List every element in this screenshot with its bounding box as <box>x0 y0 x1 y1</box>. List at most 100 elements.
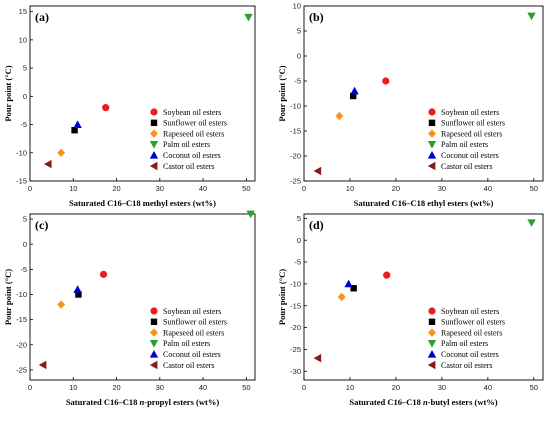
legend-label: Castor oil esters <box>441 162 493 171</box>
x-tick-label: 20 <box>112 184 120 193</box>
x-tick-label: 30 <box>438 383 446 392</box>
legend-label: Soybean oil esters <box>441 108 499 117</box>
x-axis-label-part: n <box>423 397 428 407</box>
legend-label: Palm oil esters <box>163 140 210 149</box>
data-point-2 <box>337 292 346 302</box>
plot-frame <box>303 5 544 182</box>
plot-frame <box>303 213 544 381</box>
plot-frame <box>29 5 256 182</box>
legend-label: Rapeseed oil esters <box>441 129 502 138</box>
legend-label: Rapeseed oil esters <box>441 328 502 337</box>
x-axis-label-part: Saturated C16–C18 <box>66 397 140 407</box>
legend-marker-2 <box>428 129 436 138</box>
legend-label: Coconut oil esters <box>163 350 221 359</box>
x-tick-label: 30 <box>156 383 164 392</box>
x-tick-label: 20 <box>392 383 400 392</box>
x-tick-label: 50 <box>530 184 538 193</box>
legend-marker-1 <box>428 318 436 325</box>
legend-marker-0 <box>150 108 158 116</box>
y-tick-label: -30 <box>290 367 301 376</box>
y-tick-label: -15 <box>16 177 27 186</box>
x-axis-label-part: n <box>140 397 145 407</box>
legend: Soybean oil esters Sunflower oil estersRa… <box>149 108 227 171</box>
legend-marker-4 <box>427 151 437 159</box>
x-axis-label: Saturated C16–C18 n-propyl esters (wt%) <box>66 397 219 407</box>
data-point-1 <box>350 285 357 292</box>
data-point-5 <box>313 353 322 363</box>
x-tick-label: 40 <box>199 184 207 193</box>
legend-marker-3 <box>149 340 159 348</box>
y-tick-label: 0 <box>297 236 301 245</box>
legend-marker-0 <box>428 307 436 315</box>
x-tick-label: 0 <box>302 184 306 193</box>
legend-label: Palm oil esters <box>163 339 210 348</box>
x-axis-label: Saturated C16–C18 n-butyl esters (wt%) <box>349 397 497 407</box>
x-tick-label: 50 <box>530 383 538 392</box>
legend-label: Soybean oil esters <box>441 307 499 316</box>
legend-label: Soybean oil esters <box>163 307 221 316</box>
legend-label: Sunflower oil esters <box>441 318 505 327</box>
legend-marker-0 <box>150 307 158 315</box>
legend-label: Coconut oil esters <box>163 151 221 160</box>
legend-label: Palm oil esters <box>441 140 488 149</box>
data-point-5 <box>38 360 47 370</box>
y-axis-label: Pour point (°C) <box>277 65 287 121</box>
legend-marker-4 <box>149 151 159 159</box>
legend-marker-5 <box>427 360 436 370</box>
legend-marker-1 <box>428 119 436 126</box>
chart-panel-1: 0 10 20 30 40 50 -15 -10 -5 0 5 10 15 (a) Pour point (… <box>3 5 256 208</box>
x-tick-label: 10 <box>69 383 77 392</box>
y-tick-label: -25 <box>16 366 27 375</box>
legend-marker-5 <box>149 360 158 370</box>
data-point-2 <box>57 148 66 157</box>
legend-marker-4 <box>427 350 437 358</box>
y-tick-label: 5 <box>23 64 27 73</box>
y-axis-label: Pour point (°C) <box>3 269 13 325</box>
legend-label: Coconut oil esters <box>441 350 499 359</box>
legend-marker-3 <box>427 141 437 149</box>
legend-marker-3 <box>427 340 437 348</box>
x-tick-label: 0 <box>28 383 32 392</box>
legend-marker-0 <box>428 108 436 116</box>
legend-label: Castor oil esters <box>163 361 215 370</box>
panel-label: (a) <box>35 10 49 24</box>
data-point-1 <box>75 291 82 298</box>
y-tick-label: 5 <box>297 27 301 36</box>
legend-marker-2 <box>150 129 158 138</box>
y-tick-label: -15 <box>290 127 301 136</box>
x-axis-label: Saturated C16–C18 methyl esters (wt%) <box>69 198 216 208</box>
legend-marker-1 <box>150 119 158 126</box>
legend-marker-2 <box>150 328 158 337</box>
x-axis-label-part: Saturated C16–C18 <box>349 397 423 407</box>
panel-label: (c) <box>35 218 48 232</box>
data-point-1 <box>71 126 78 134</box>
y-tick-label: -20 <box>290 152 301 161</box>
y-tick-label: -5 <box>294 258 301 267</box>
legend-label: Castor oil esters <box>163 162 215 171</box>
data-point-2 <box>335 111 344 121</box>
x-tick-label: 10 <box>346 184 354 193</box>
legend-marker-5 <box>427 161 436 171</box>
y-tick-label: -5 <box>20 265 27 274</box>
data-point-4 <box>73 285 82 293</box>
x-tick-label: 30 <box>156 184 164 193</box>
y-tick-label: 5 <box>297 214 301 223</box>
legend-label: Sunflower oil esters <box>441 119 505 128</box>
y-tick-label: 15 <box>19 7 27 16</box>
data-point-5 <box>43 159 52 169</box>
chart-panel-4: 0 10 20 30 40 50 -30 -25 -20 -15 -10 -5 0 5 (d) Pour po… <box>277 213 544 407</box>
x-tick-label: 30 <box>438 184 446 193</box>
legend-label: Soybean oil esters <box>163 108 221 117</box>
data-point-0 <box>383 271 391 279</box>
y-tick-label: -15 <box>16 315 27 324</box>
y-axis-label: Pour point (°C) <box>277 269 287 325</box>
panel-label: (b) <box>309 10 324 24</box>
y-tick-label: -25 <box>290 345 301 354</box>
y-tick-label: -10 <box>16 290 27 299</box>
y-tick-label: -20 <box>290 323 301 332</box>
legend-marker-3 <box>149 141 159 149</box>
data-point-3 <box>527 12 536 21</box>
data-point-4 <box>344 279 353 288</box>
y-tick-label: -20 <box>16 340 27 349</box>
